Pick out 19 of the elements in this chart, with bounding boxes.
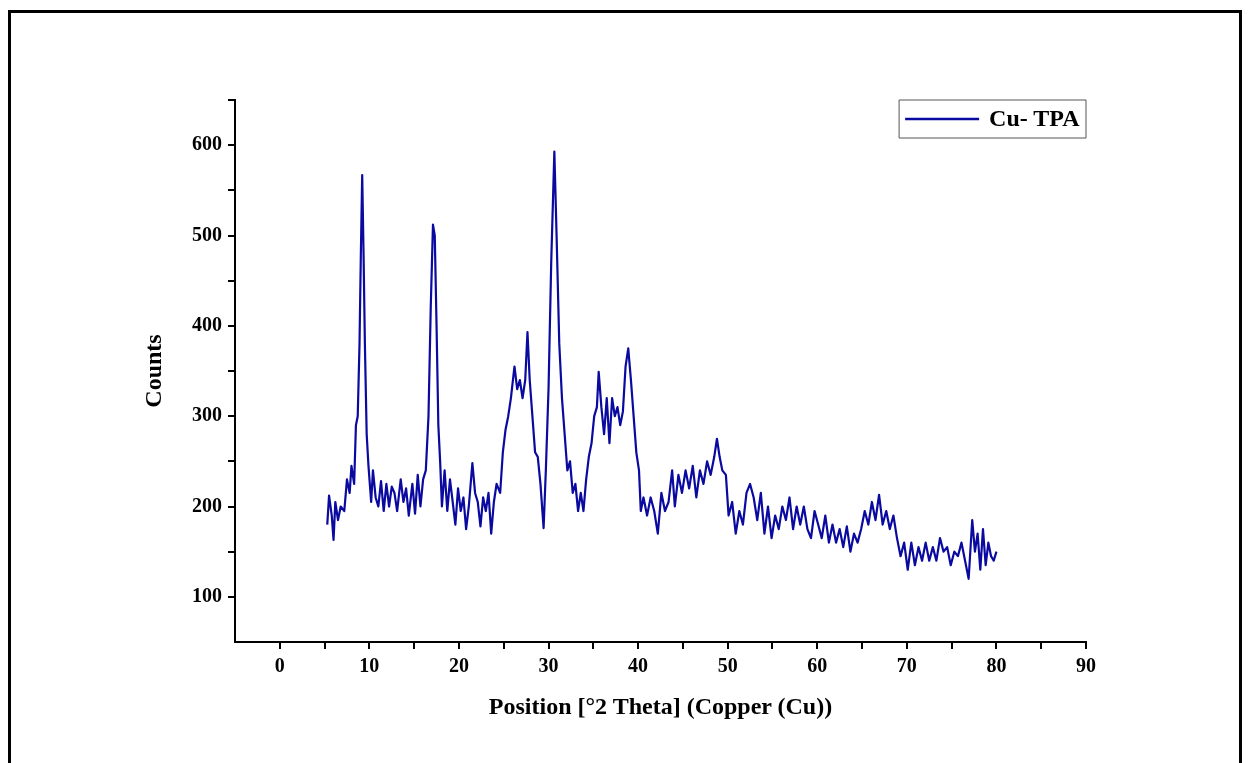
y-tick-label: 300 [192,403,222,426]
x-axis-title: Position [°2 Theta] (Copper (Cu)) [488,692,833,719]
y-tick-label: 100 [192,584,222,607]
x-tick-label: 30 [538,654,559,677]
x-tick-label: 40 [628,654,649,677]
legend-label: Cu- TPA [989,105,1081,132]
x-tick-label: 80 [986,654,1007,677]
x-tick-label: 10 [359,654,380,677]
x-tick-label: 90 [1076,654,1096,677]
x-tick-label: 50 [717,654,738,677]
y-tick-label: 200 [192,493,222,516]
y-tick-label: 400 [192,313,222,336]
y-tick-label: 500 [192,222,222,245]
x-tick-label: 0 [274,654,285,677]
x-tick-label: 70 [896,654,917,677]
y-axis-title: Counts [139,334,166,408]
x-tick-label: 60 [807,654,828,677]
y-tick-label: 600 [192,132,222,155]
x-tick-label: 20 [448,654,469,677]
